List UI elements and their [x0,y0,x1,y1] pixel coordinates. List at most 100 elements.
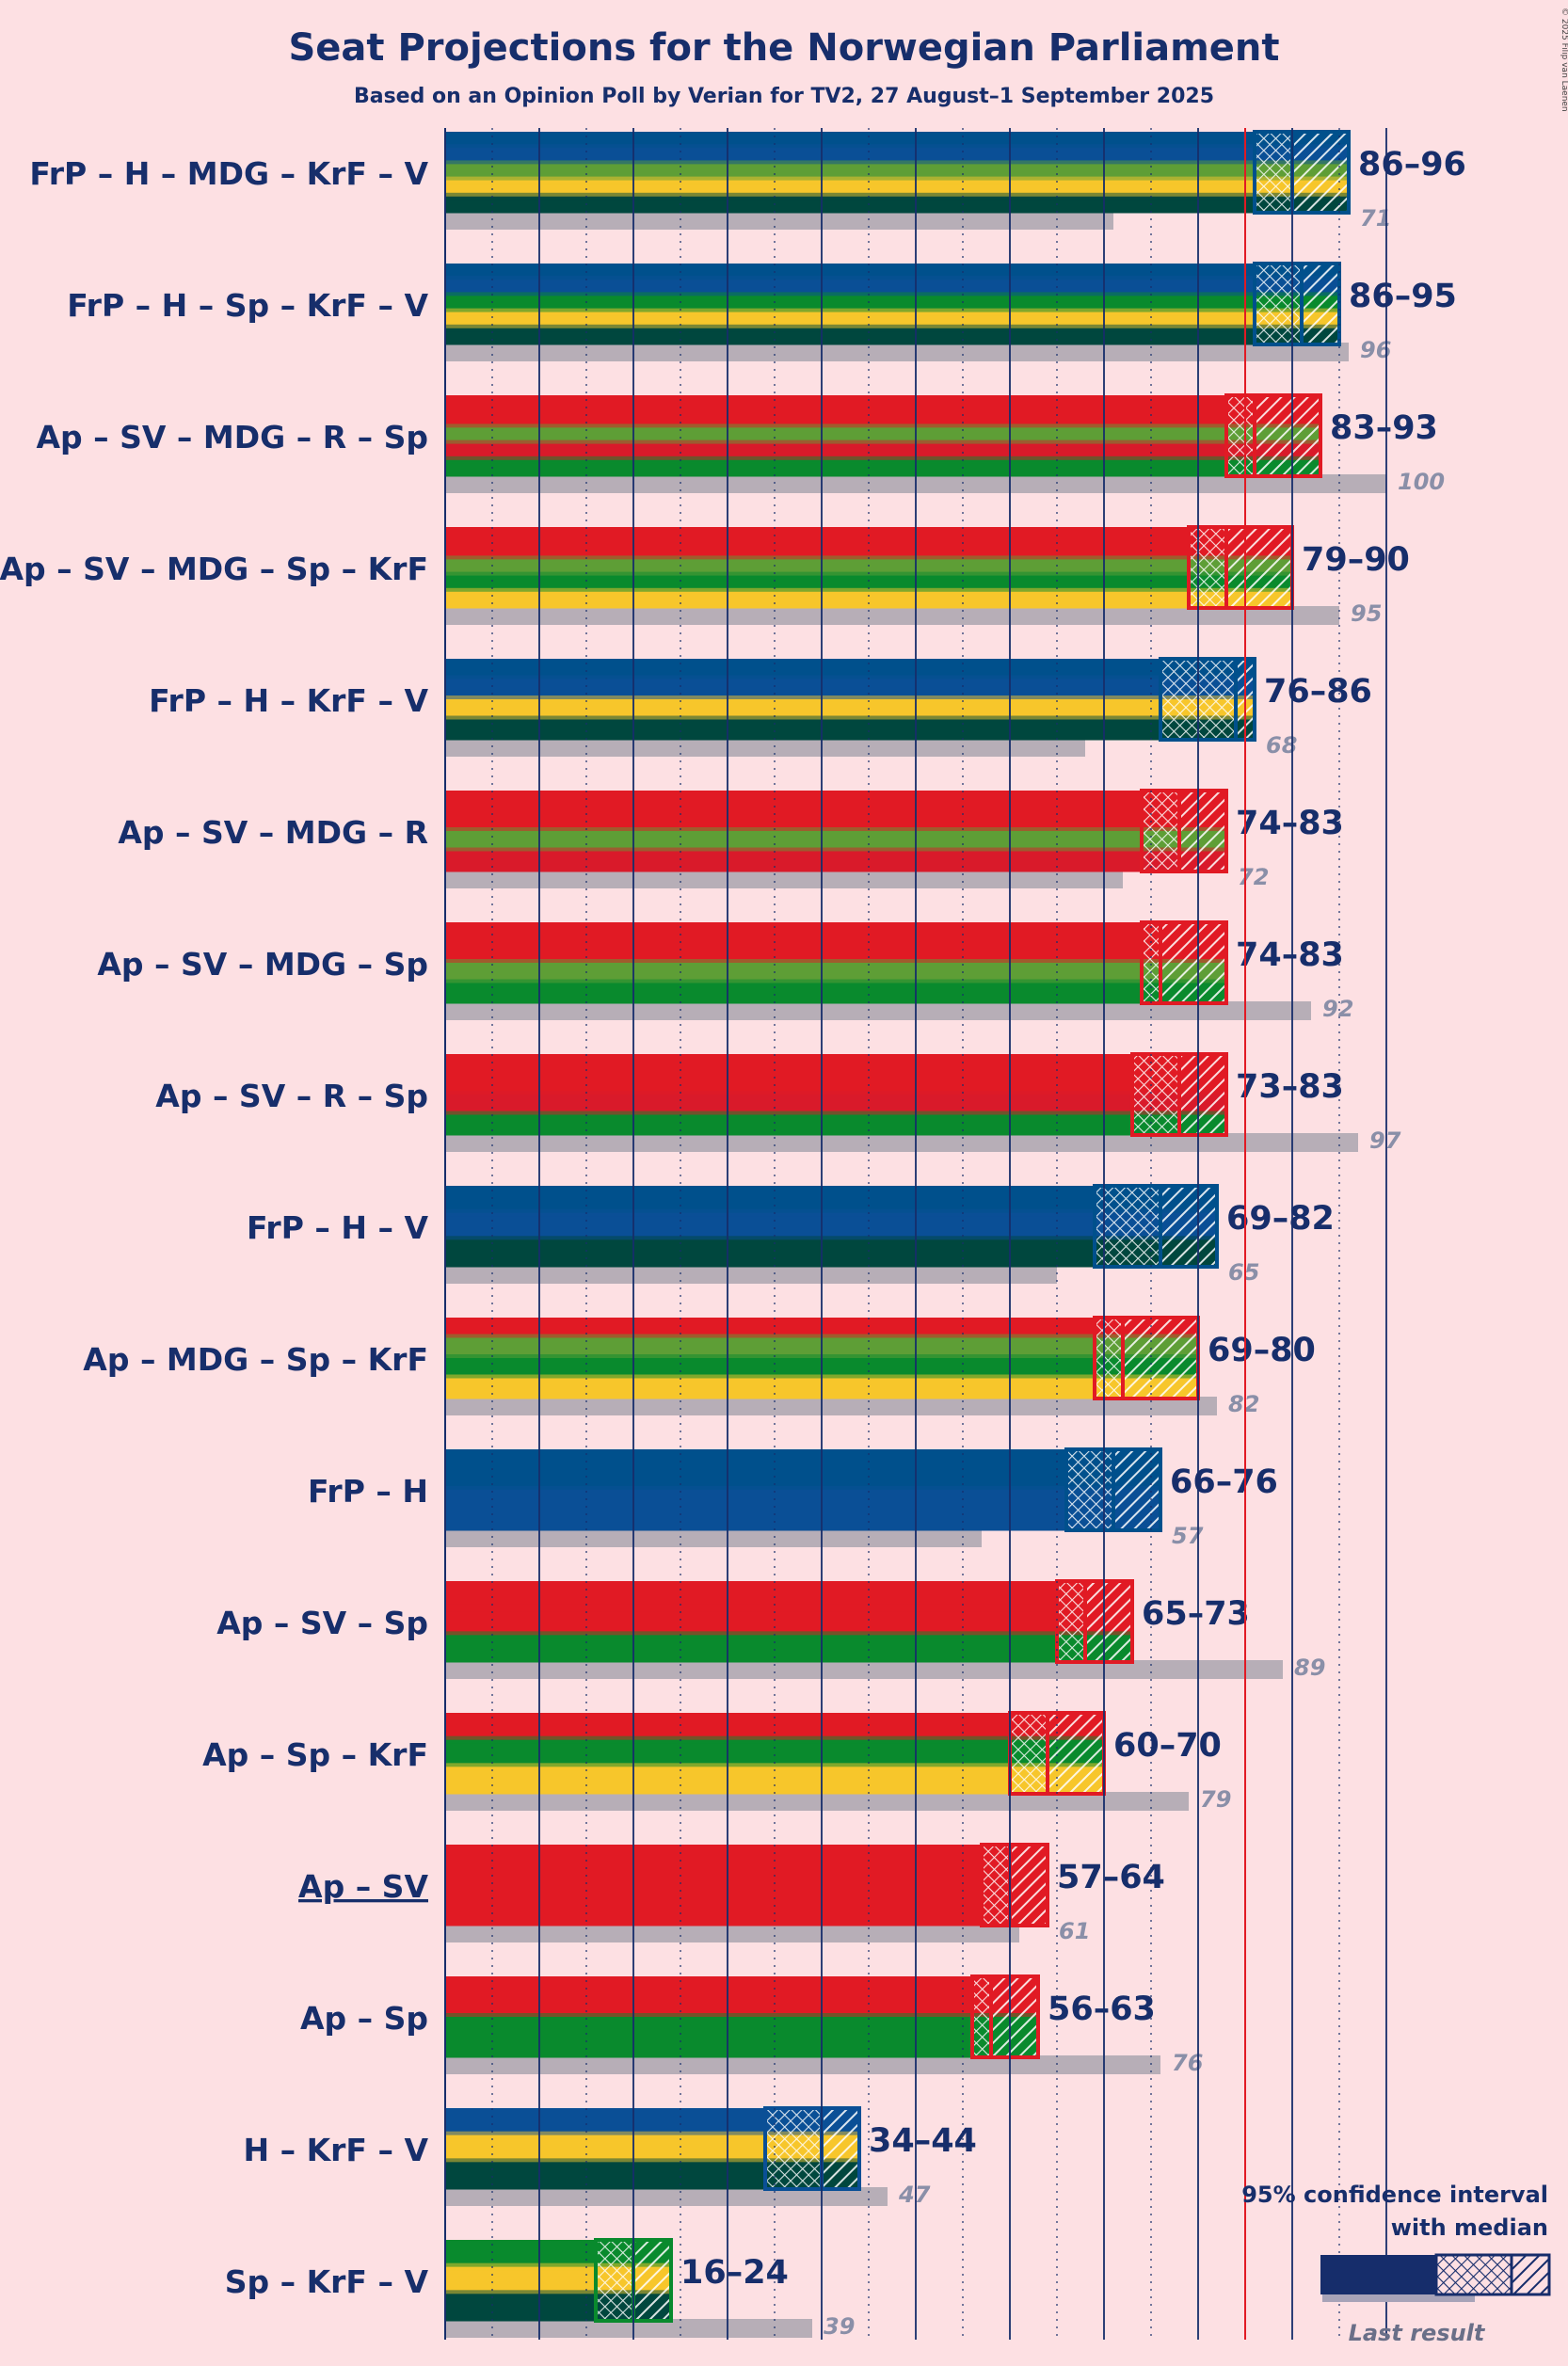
party-stripe [445,1635,1132,1663]
ci-upper-hatch [1113,1449,1160,1530]
coalition-label: Ap – MDG – Sp – KrF [83,1341,428,1378]
coalition-row: Ap – SV – R – Sp 73–83 97 [155,1052,1401,1154]
stripe-blend [445,571,1292,580]
legend-hatch-pattern [1512,2255,1549,2294]
party-stripe [445,2017,1038,2058]
coalition-row: Ap – SV – Sp 65–73 89 [216,1579,1325,1681]
ci-upper-hatch [633,2240,671,2321]
ci-outline [1140,920,1228,1005]
stripe-blend [445,2131,859,2139]
party-stripe [445,699,1255,720]
party-stripe [445,459,1320,477]
legend: 95% confidence interval with median Last… [1241,2182,1551,2346]
range-label: 57–64 [1057,1859,1165,1896]
ci-lower-crosshatch [1142,791,1179,871]
stripe-blend [445,440,1320,448]
ci-upper-hatch [1048,1713,1104,1794]
coalition-row: Ap – SV 57–64 61 [298,1843,1165,1944]
ci-lower-crosshatch [1057,1581,1085,1662]
party-stripe [445,679,1255,700]
coalition-row: Ap – MDG – Sp – KrF 69–80 82 [83,1316,1316,1417]
party-stripe [445,1074,1226,1095]
ci-outline [1055,1579,1134,1664]
last-result-label: 97 [1369,1127,1401,1154]
stripe-blend [445,2013,1038,2021]
ci-lower-crosshatch [1255,132,1292,213]
ci-upper-hatch [1179,791,1226,871]
coalition-label: FrP – H – KrF – V [149,682,428,719]
party-stripe [445,983,1226,1004]
coalition-row: Ap – SV – MDG – R – Sp 83–93 100 [37,393,1445,495]
ci-upper-hatch [991,1976,1038,2057]
last-result-bar [445,1792,1189,1811]
last-result-label: 92 [1322,996,1353,1022]
coalition-row: FrP – H – V 69–82 65 [247,1184,1335,1286]
last-result-label: 89 [1294,1655,1325,1681]
stripe-blend [445,276,1339,284]
range-label: 74–83 [1236,936,1344,974]
party-stripe [445,1885,1048,1926]
ci-lower-crosshatch [1095,1318,1123,1399]
stripe-blend [445,324,1339,332]
last-result-bar [445,2187,888,2206]
range-label: 83–93 [1330,409,1438,447]
coalition-label: Ap – SV [298,1868,428,1905]
last-result-bar [445,1001,1311,1020]
ci-outline [1093,1184,1219,1269]
range-label: 79–90 [1302,541,1410,579]
coalition-row: Ap – SV – MDG – R 74–83 72 [118,789,1344,890]
ci-lower-crosshatch [972,1976,991,2057]
ci-upper-hatch [1226,527,1292,608]
party-stripe [445,942,1226,964]
range-label: 66–76 [1170,1463,1278,1501]
range-label: 74–83 [1236,805,1344,842]
party-stripe [445,1767,1104,1795]
last-result-bar [445,870,1123,888]
range-label: 34–44 [869,2122,977,2160]
ci-lower-crosshatch [1142,922,1160,1003]
ci-outline [970,1974,1040,2059]
coalition-label: Ap – SV – MDG – R – Sp [37,419,429,456]
ci-upper-hatch [1292,132,1349,213]
last-result-bar [445,1660,1283,1679]
party-stripe [445,831,1226,852]
coalition-label: Ap – SV – R – Sp [155,1078,428,1114]
stripe-blend [445,408,1320,416]
legend-last-result-label: Last result [1349,2320,1486,2346]
last-result-bar [445,1924,1019,1942]
party-stripe [445,1490,1160,1531]
stripe-blend [445,807,1226,815]
range-label: 86–95 [1349,278,1457,315]
stripe-blend [445,1763,1104,1771]
stripe-blend [445,959,1226,967]
party-stripe [445,922,1226,943]
stripe-blend [445,160,1349,168]
ci-lower-crosshatch [1010,1713,1048,1794]
ci-upper-hatch [1085,1581,1132,1662]
last-result-label: 79 [1200,1786,1231,1813]
last-result-bar [445,738,1085,757]
stripe-blend [445,1486,1160,1494]
party-stripe [445,1581,1132,1609]
stripe-blend [445,1111,1226,1119]
party-stripe [445,1095,1226,1115]
ci-upper-hatch [1160,1186,1217,1267]
last-result-bar [445,2055,1160,2074]
ci-outline [1224,393,1322,478]
party-stripe [445,1449,1160,1491]
ci-outline [763,2106,861,2191]
last-result-bar [445,1397,1217,1415]
ci-upper-hatch [1302,264,1339,344]
legend-solid-bar [1320,2255,1436,2294]
ci-outline [1253,130,1351,215]
coalition-label: Ap – Sp – KrF [202,1736,428,1773]
stripe-blend [445,827,1226,835]
party-stripe [445,1212,1217,1240]
